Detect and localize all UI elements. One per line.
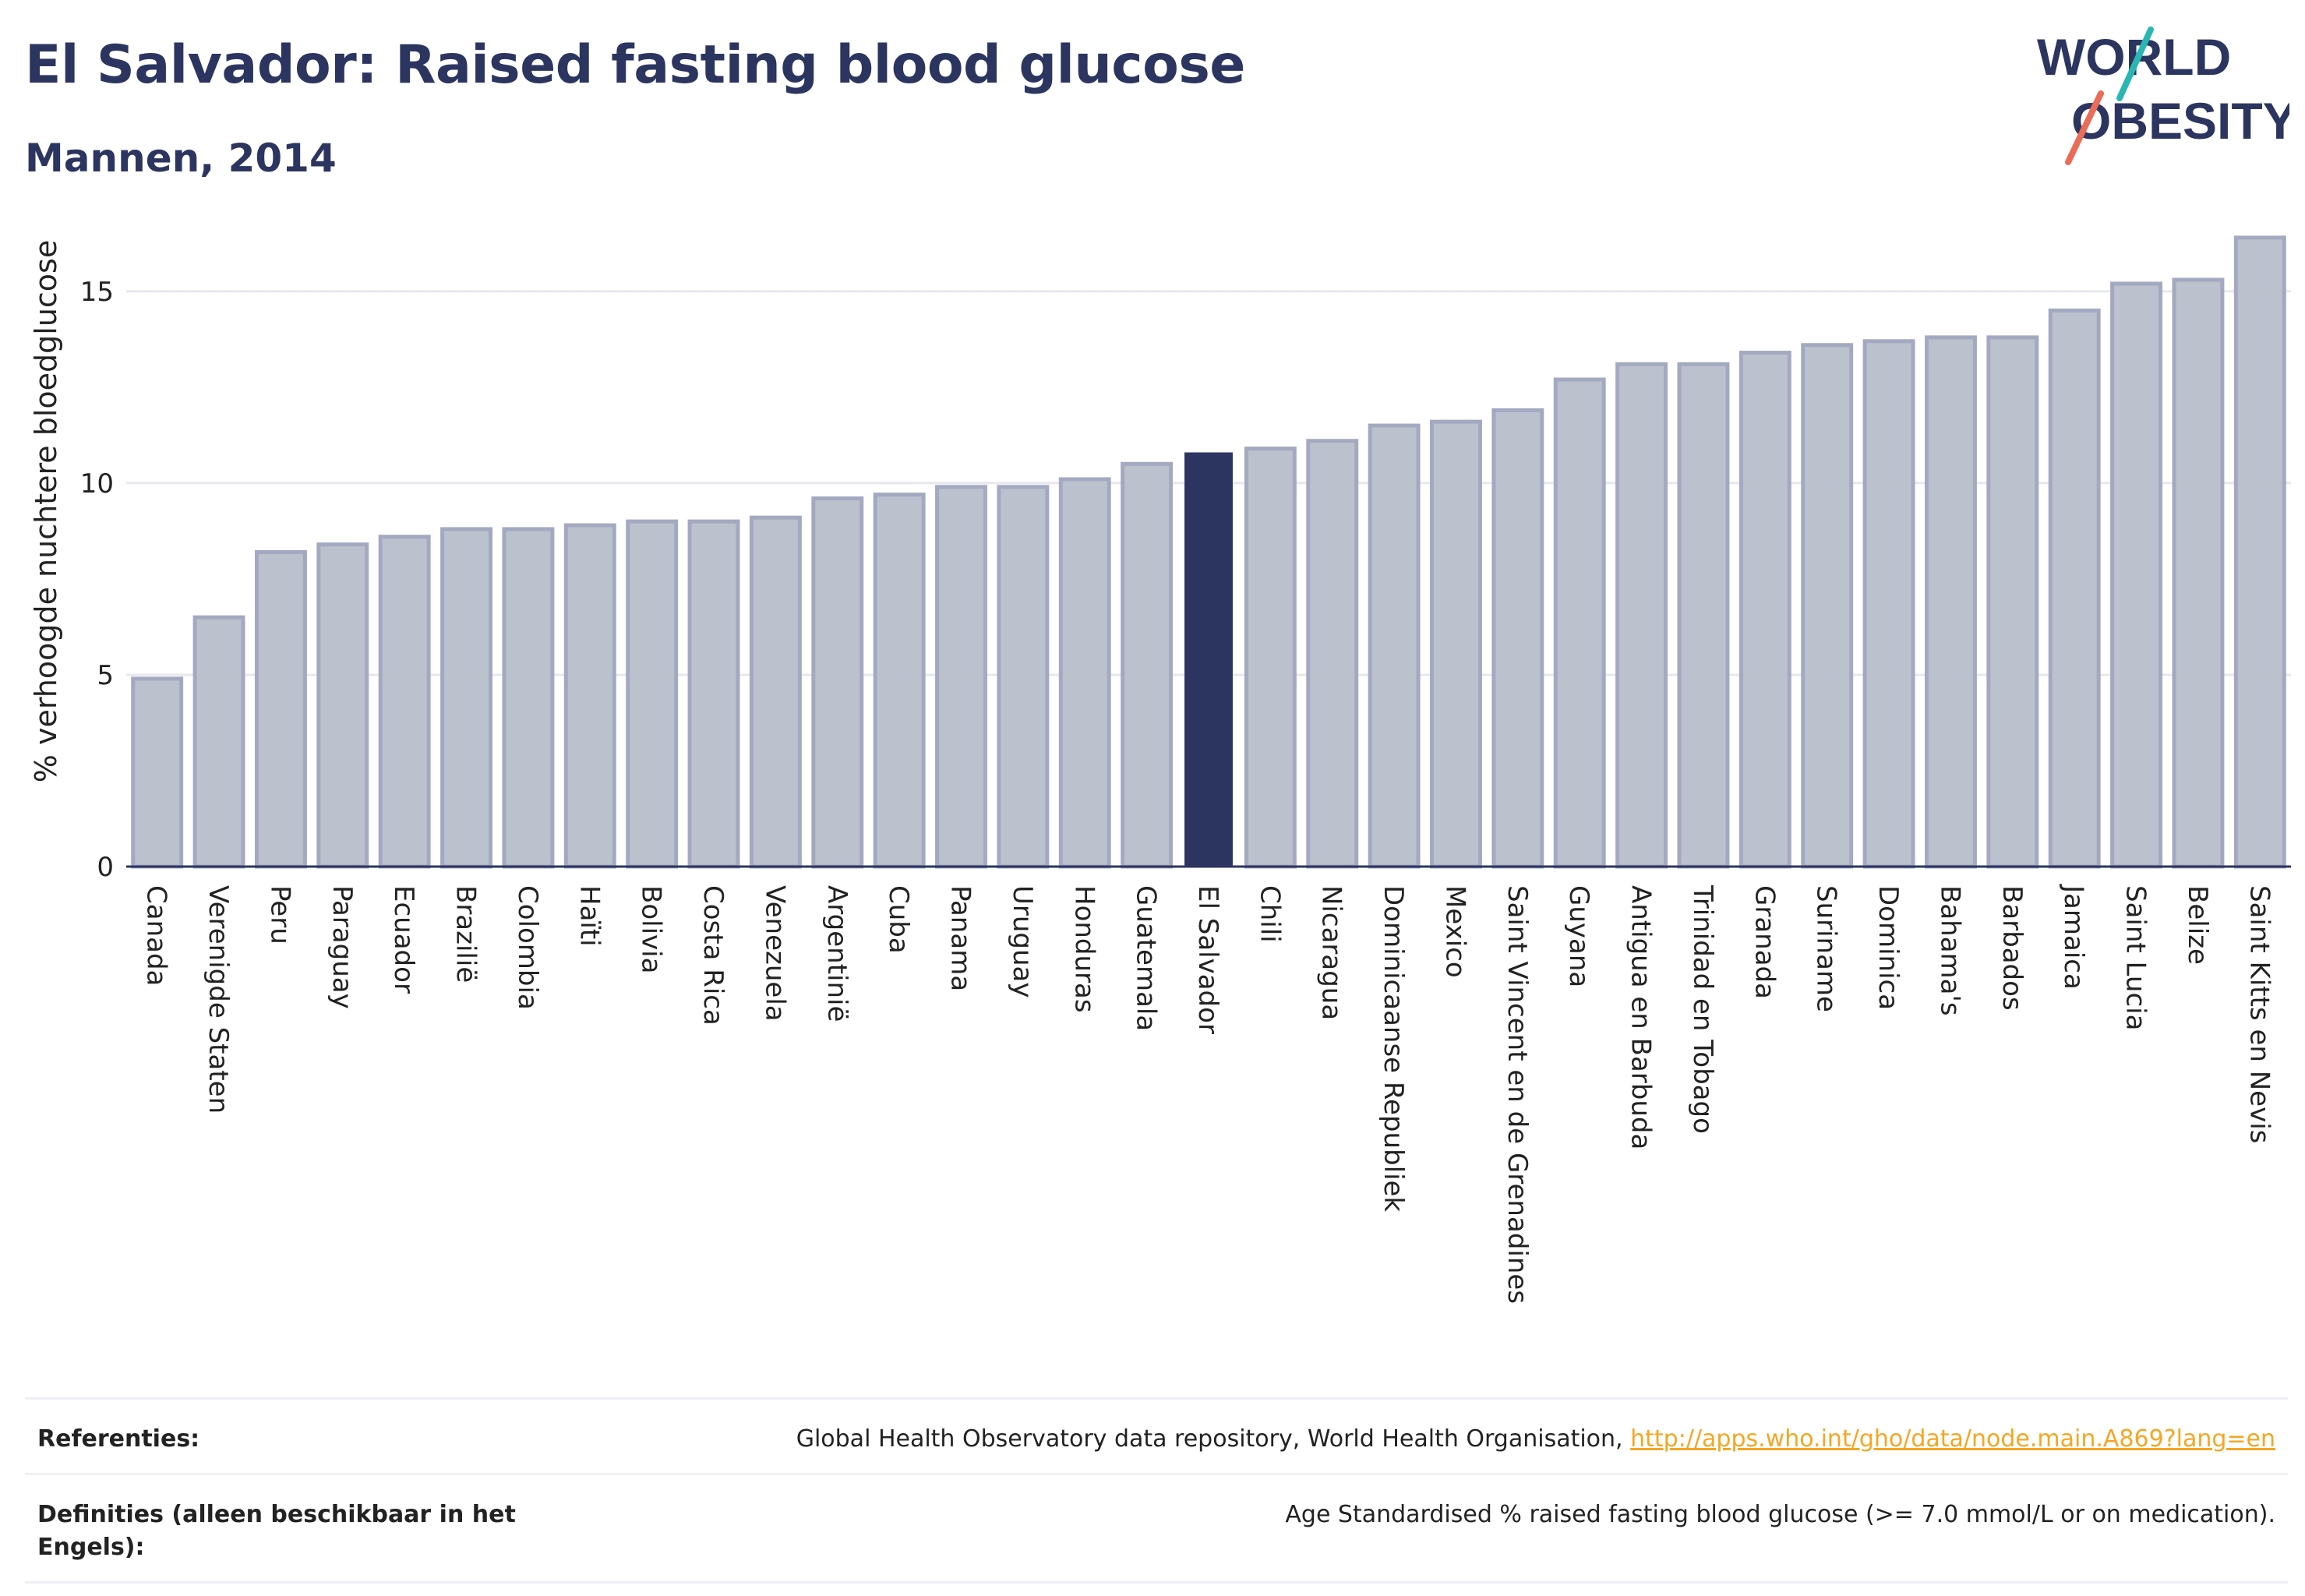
bar-costa-rica — [687, 519, 740, 869]
x-tick-label: Uruguay — [1007, 885, 1038, 998]
bar-panama — [935, 485, 987, 869]
bar-mexico — [1430, 419, 1482, 869]
x-tick-label: Trinidad en Tobago — [1687, 885, 1718, 1134]
x-tick-label: Cuba — [883, 885, 914, 954]
y-tick-label: 0 — [97, 852, 114, 883]
bar-el-salvador — [1184, 452, 1233, 867]
bar-argentini- — [811, 496, 864, 869]
bar-guatemala — [1121, 461, 1174, 869]
x-tick-label: Brazilië — [450, 885, 482, 983]
bar-jamaica — [2048, 308, 2101, 869]
x-tick-label: Panama — [945, 885, 976, 991]
chart-subtitle: Mannen, 2014 — [25, 136, 337, 181]
bar-belize — [2172, 277, 2225, 869]
bar-brazili- — [440, 527, 492, 869]
bars — [131, 235, 2286, 869]
logo-line-2: OBESITY — [2071, 92, 2289, 150]
x-tick-label: Barbados — [1996, 885, 2028, 1011]
x-tick-label: Haïti — [574, 885, 605, 947]
x-tick-label: Belize — [2182, 885, 2213, 965]
bar-nicaragua — [1306, 439, 1359, 869]
bar-uruguay — [997, 485, 1050, 869]
x-tick-label: Saint Vincent en de Grenadines — [1502, 885, 1533, 1304]
x-tick-label: Chili — [1254, 885, 1285, 943]
bar-barbados — [1986, 335, 2039, 869]
x-tick-label: El Salvador — [1192, 885, 1223, 1034]
bar-chart: 0 5 10 15 Canada Verenigde Staten Peru Paraguay… — [29, 235, 2291, 1304]
x-tick-label: Argentinië — [821, 885, 852, 1022]
x-tick-label: Dominicaanse Republiek — [1378, 885, 1409, 1212]
y-tick-label: 15 — [80, 277, 114, 308]
bar-antigua-en-barbuda — [1615, 362, 1668, 869]
references-label: Referenties: — [37, 1425, 200, 1453]
x-tick-label: Suriname — [1811, 885, 1842, 1012]
references-link[interactable]: http://apps.who.int/gho/data/node.main.A… — [1630, 1425, 2275, 1453]
bar-dominicaanse-republiek — [1368, 423, 1421, 869]
x-tick-label: Granada — [1749, 885, 1780, 999]
x-tick-label: Verenigde Staten — [203, 885, 234, 1114]
logo-slash-coral — [2065, 90, 2104, 165]
x-tick-label: Nicaragua — [1316, 885, 1347, 1020]
bar-canada — [131, 676, 184, 869]
bar-honduras — [1058, 477, 1111, 869]
x-tick-label: Venezuela — [759, 885, 790, 1022]
x-tick-label: Bahama's — [1934, 885, 1965, 1016]
footer-table: Referenties: Global Health Observatory d… — [25, 1397, 2288, 1584]
logo-slash-teal — [2116, 26, 2154, 101]
chart-title: El Salvador: Raised fasting blood glucos… — [25, 34, 1245, 96]
x-tick-label: Canada — [141, 885, 172, 986]
x-tick-label: Costa Rica — [697, 885, 729, 1026]
references-row: Referenties: Global Health Observatory d… — [25, 1397, 2288, 1473]
axes: 0 5 10 15 Canada Verenigde Staten Peru Paraguay… — [80, 277, 2291, 1304]
y-axis-title: % verhoogde nuchtere bloedglucose — [29, 240, 63, 782]
x-tick-label: Saint Kitts en Nevis — [2243, 885, 2275, 1143]
bar-paraguay — [316, 542, 369, 869]
bar-trinidad-en-tobago — [1677, 362, 1730, 869]
definitions-text: Age Standardised % raised fasting blood … — [1285, 1501, 2275, 1528]
references-text: Global Health Observatory data repositor… — [796, 1425, 1623, 1453]
bar-colombia — [502, 527, 555, 869]
definitions-label: Definities (alleen beschikbaar in het En… — [37, 1501, 516, 1561]
bar-cuba — [873, 493, 926, 869]
x-tick-label: Peru — [264, 885, 295, 945]
x-tick-label: Ecuador — [388, 885, 419, 994]
y-tick-label: 10 — [80, 468, 114, 500]
bar-suriname — [1801, 343, 1854, 869]
definitions-row: Definities (alleen beschikbaar in het En… — [25, 1473, 2288, 1584]
x-tick-label: Colombia — [512, 885, 543, 1010]
world-obesity-logo: WORLD OBESITY — [2037, 26, 2289, 165]
bar-dominica — [1862, 339, 1915, 869]
bar-ecuador — [378, 535, 431, 869]
references-value: Global Health Observatory data repositor… — [796, 1423, 2275, 1456]
x-tick-label: Mexico — [1439, 885, 1470, 978]
x-tick-label: Saint Lucia — [2120, 885, 2151, 1030]
logo-line-1: WORLD — [2037, 28, 2231, 86]
bar-granada — [1738, 351, 1791, 869]
bar-ha-ti — [563, 523, 616, 869]
bar-guyana — [1553, 377, 1606, 869]
bar-venezuela — [749, 515, 802, 869]
x-tick-label: Antigua en Barbuda — [1626, 885, 1657, 1149]
x-tick-label: Bolivia — [636, 885, 667, 973]
bar-saint-kitts-en-nevis — [2233, 235, 2286, 869]
x-tick-label: Honduras — [1068, 885, 1100, 1013]
bar-verenigde-staten — [192, 615, 245, 869]
bar-bahama-s — [1925, 335, 1977, 869]
bar-chili — [1244, 447, 1297, 869]
x-tick-label: Jamaica — [2058, 884, 2089, 990]
x-tick-label: Guyana — [1563, 885, 1594, 987]
bar-peru — [254, 549, 307, 869]
x-tick-label: Paraguay — [327, 885, 358, 1009]
bar-saint-lucia — [2110, 281, 2163, 869]
y-tick-label: 5 — [97, 660, 114, 691]
bar-saint-vincent-en-de-grenadines — [1491, 408, 1544, 869]
x-tick-label: Dominica — [1873, 885, 1904, 1010]
x-tick-label: Guatemala — [1131, 885, 1162, 1031]
bar-bolivia — [626, 519, 679, 869]
